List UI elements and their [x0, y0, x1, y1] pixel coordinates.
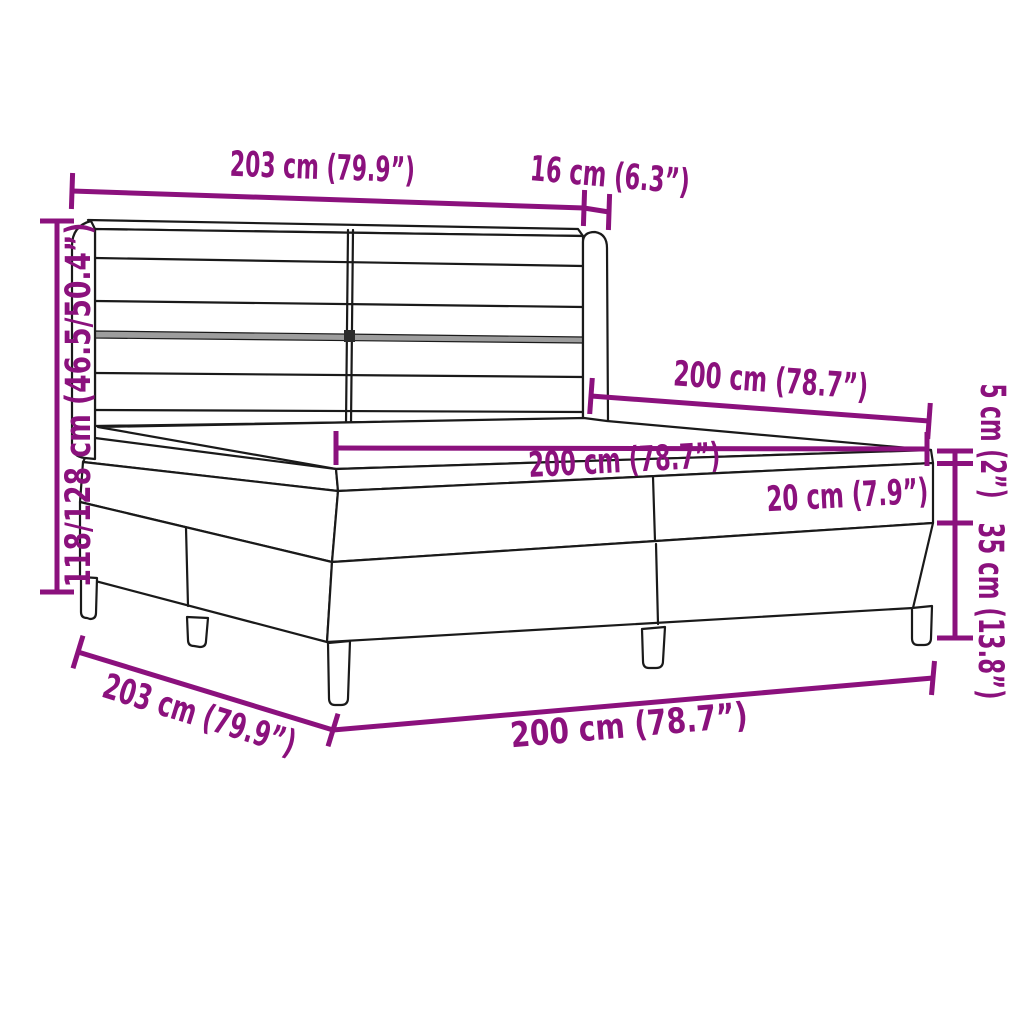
dim-width-bottom: 203 cm (79.9”) [70, 634, 341, 764]
base-left-seam [184, 526, 190, 608]
headboard-center-seam [344, 228, 355, 426]
dim-topper-height-label: 5 cm (2”) [972, 384, 1012, 499]
dim-total-height-label: 118/128 cm (46.5/50.4”) [59, 223, 99, 588]
dim-mattress-height-label: 20 cm (7.9”) [765, 472, 929, 520]
leg-front-right [910, 604, 934, 647]
dim-width-bottom-label: 203 cm (79.9”) [98, 667, 301, 764]
base-front-seam [654, 542, 660, 626]
headboard [86, 218, 610, 428]
dim-length-bottom: 200 cm (78.7”) [332, 660, 937, 756]
dim-base-height-label: 35 cm (13.8”) [970, 523, 1010, 700]
dim-length-top-label: 200 cm (78.7”) [672, 354, 869, 408]
bed-legs [79, 575, 934, 707]
dim-total-height: 118/128 cm (46.5/50.4”) [40, 218, 99, 595]
mattress-front-seam [651, 475, 657, 543]
dim-headboard-depth: 16 cm (6.3”) [529, 149, 692, 231]
leg-front-middle [640, 625, 667, 670]
leg-front-left [326, 639, 352, 707]
dim-right-heights: 5 cm (2”) 35 cm (13.8”) [937, 384, 1012, 700]
dim-headboard-width-top-label: 203 cm (79.9”) [229, 145, 415, 191]
dim-headboard-depth-label: 16 cm (6.3”) [529, 149, 692, 203]
dim-headboard-width-top: 203 cm (79.9”) [68, 145, 588, 227]
headboard-right-post [581, 230, 610, 424]
headboard-stripes [93, 256, 585, 414]
leg-mid-left [185, 615, 210, 649]
bed-drawing [70, 218, 935, 707]
leg-back-left [79, 575, 99, 621]
headboard-left-wing [70, 219, 97, 461]
bed-body [78, 416, 935, 707]
